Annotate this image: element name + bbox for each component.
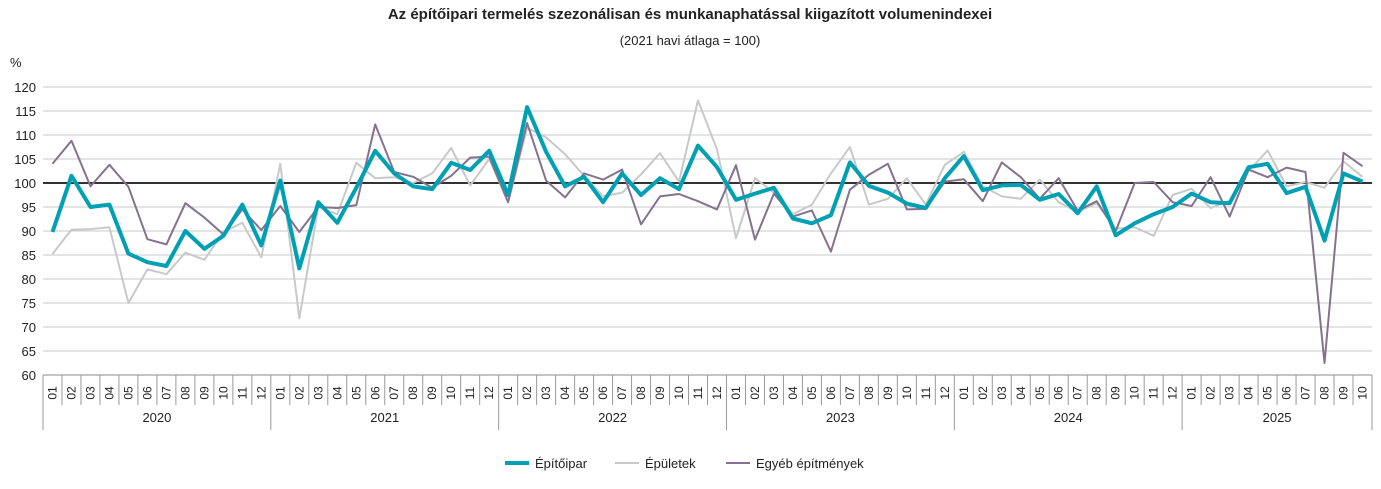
y-tick-label: 65 [22, 344, 36, 359]
month-tick-label: 03 [539, 386, 553, 400]
month-tick-label: 03 [995, 386, 1009, 400]
month-tick-label: 03 [83, 386, 97, 400]
month-tick-label: 01 [273, 386, 287, 400]
legend-label: Építőipar [535, 456, 588, 471]
year-label: 2024 [1054, 410, 1083, 425]
month-tick-label: 06 [1052, 386, 1066, 400]
y-tick-label: 85 [22, 248, 36, 263]
chart-title: Az építőipari termelés szezonálisan és m… [388, 6, 992, 23]
year-label: 2021 [370, 410, 399, 425]
month-tick-label: 04 [558, 386, 572, 400]
month-tick-label: 11 [463, 386, 477, 399]
month-tick-label: 12 [482, 386, 496, 400]
y-tick-label: 90 [22, 224, 36, 239]
month-tick-label: 07 [1299, 386, 1313, 400]
y-axis-label: % [10, 55, 22, 70]
month-tick-label: 05 [349, 386, 363, 400]
y-tick-label: 80 [22, 272, 36, 287]
month-tick-label: 10 [444, 386, 458, 400]
month-tick-label: 06 [368, 386, 382, 400]
month-tick-label: 09 [425, 386, 439, 400]
month-tick-label: 07 [615, 386, 629, 400]
month-tick-label: 11 [235, 386, 249, 399]
month-tick-label: 08 [634, 386, 648, 400]
month-tick-label: 09 [1337, 386, 1351, 400]
month-tick-label: 05 [805, 386, 819, 400]
month-tick-label: 07 [843, 386, 857, 400]
month-tick-label: 10 [672, 386, 686, 400]
month-tick-label: 05 [1033, 386, 1047, 400]
month-tick-label: 10 [216, 386, 230, 400]
month-tick-label: 08 [1090, 386, 1104, 400]
month-tick-label: 01 [729, 386, 743, 400]
month-tick-label: 01 [1185, 386, 1199, 400]
month-tick-label: 02 [976, 386, 990, 400]
month-tick-label: 03 [1223, 386, 1237, 400]
month-tick-label: 08 [406, 386, 420, 400]
month-tick-label: 10 [1128, 386, 1142, 400]
month-tick-label: 06 [596, 386, 610, 400]
month-tick-label: 05 [577, 386, 591, 400]
y-tick-label: 120 [14, 80, 36, 95]
month-tick-label: 09 [1109, 386, 1123, 400]
month-tick-label: 08 [1318, 386, 1332, 400]
month-tick-label: 12 [710, 386, 724, 400]
series-line-0 [50, 105, 1364, 271]
y-tick-label: 70 [22, 320, 36, 335]
y-tick-label: 105 [14, 152, 36, 167]
month-tick-label: 06 [824, 386, 838, 400]
month-tick-label: 08 [862, 386, 876, 400]
y-tick-label: 60 [22, 368, 36, 383]
month-tick-label: 12 [938, 386, 952, 400]
month-tick-label: 04 [786, 386, 800, 400]
month-tick-label: 07 [1071, 386, 1085, 400]
y-tick-label: 95 [22, 200, 36, 215]
y-tick-label: 75 [22, 296, 36, 311]
month-tick-label: 05 [121, 386, 135, 400]
y-tick-label: 115 [15, 104, 36, 119]
month-tick-label: 02 [520, 386, 534, 400]
month-tick-label: 04 [1242, 386, 1256, 400]
month-tick-label: 02 [64, 386, 78, 400]
y-tick-label: 110 [15, 128, 36, 143]
legend-label: Egyéb építmények [756, 456, 864, 471]
legend-label: Épületek [645, 456, 696, 471]
month-tick-label: 03 [311, 386, 325, 400]
month-tick-label: 06 [140, 386, 154, 400]
month-tick-label: 02 [292, 386, 306, 400]
month-tick-label: 04 [1014, 386, 1028, 400]
y-tick-label: 100 [14, 176, 36, 191]
year-label: 2020 [142, 410, 171, 425]
month-tick-label: 11 [919, 386, 933, 399]
month-tick-label: 07 [387, 386, 401, 400]
month-tick-label: 09 [197, 386, 211, 400]
month-tick-label: 04 [330, 386, 344, 400]
month-tick-label: 03 [767, 386, 781, 400]
chart-subtitle: (2021 havi átlaga = 100) [620, 33, 761, 48]
month-tick-label: 07 [159, 386, 173, 400]
month-tick-label: 12 [1166, 386, 1180, 400]
month-tick-label: 10 [1356, 386, 1370, 400]
month-tick-label: 02 [748, 386, 762, 400]
month-tick-label: 08 [178, 386, 192, 400]
month-tick-label: 01 [45, 386, 59, 400]
month-tick-label: 01 [957, 386, 971, 400]
month-tick-label: 02 [1204, 386, 1218, 400]
month-tick-label: 09 [653, 386, 667, 400]
month-tick-label: 10 [900, 386, 914, 400]
month-tick-label: 01 [501, 386, 515, 400]
month-tick-label: 12 [254, 386, 268, 400]
month-tick-label: 04 [102, 386, 116, 400]
year-label: 2025 [1263, 410, 1292, 425]
month-tick-label: 09 [881, 386, 895, 400]
month-tick-label: 11 [1147, 386, 1161, 399]
month-tick-label: 05 [1261, 386, 1275, 400]
year-label: 2022 [598, 410, 627, 425]
year-label: 2023 [826, 410, 855, 425]
month-tick-label: 06 [1280, 386, 1294, 400]
month-tick-label: 11 [691, 386, 705, 399]
